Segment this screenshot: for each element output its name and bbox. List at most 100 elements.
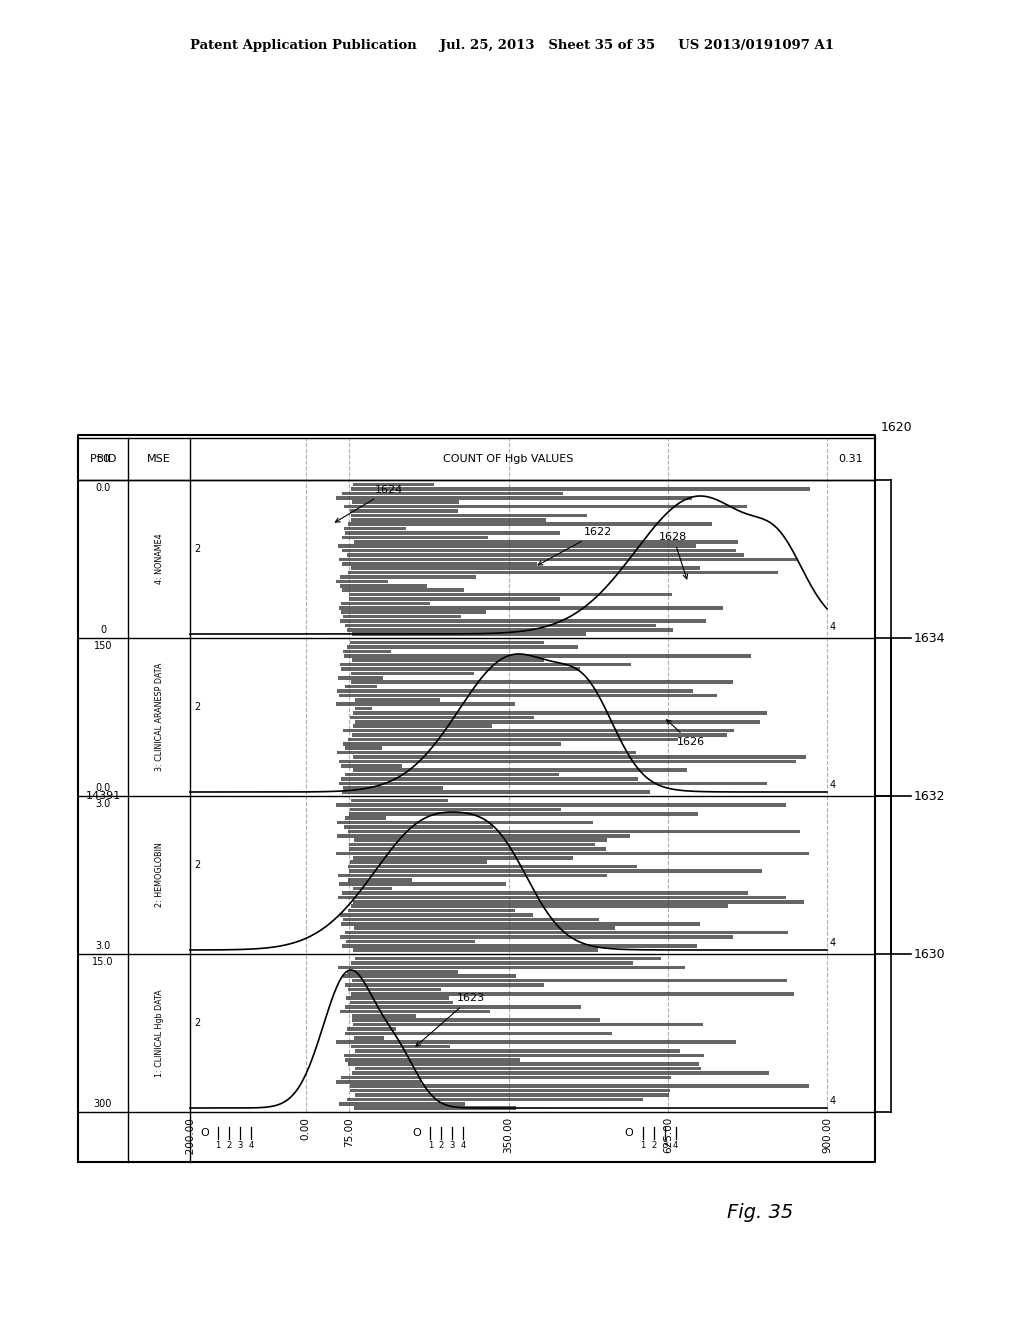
Text: MSE: MSE — [147, 454, 171, 465]
Text: 30: 30 — [96, 454, 110, 465]
Bar — [339, 781, 767, 785]
Text: 1: 1 — [215, 1140, 220, 1150]
Text: Patent Application Publication     Jul. 25, 2013   Sheet 35 of 35     US 2013/01: Patent Application Publication Jul. 25, … — [190, 38, 834, 51]
Bar — [348, 829, 801, 833]
Text: 3: CLINICAL ARANESP DATA: 3: CLINICAL ARANESP DATA — [155, 663, 164, 771]
Bar — [341, 667, 581, 671]
Bar — [355, 957, 660, 961]
Bar — [336, 1040, 736, 1044]
Bar — [342, 549, 736, 552]
Bar — [350, 1089, 670, 1093]
Bar — [355, 1049, 680, 1053]
Text: 0.0: 0.0 — [95, 783, 111, 793]
Bar — [345, 623, 656, 627]
Text: 0: 0 — [100, 624, 106, 635]
Text: 1624: 1624 — [335, 484, 403, 523]
Bar — [343, 974, 516, 978]
Bar — [339, 882, 506, 886]
Bar — [341, 921, 700, 925]
Text: O: O — [413, 1129, 421, 1138]
Bar — [347, 738, 678, 742]
Text: 1634: 1634 — [914, 631, 945, 644]
Bar — [338, 544, 696, 548]
Text: 2: 2 — [438, 1140, 444, 1150]
Bar — [345, 746, 382, 750]
Text: 1626: 1626 — [667, 719, 705, 747]
Text: 3: 3 — [450, 1140, 455, 1150]
Bar — [353, 483, 434, 486]
Bar — [352, 900, 804, 904]
Bar — [340, 1010, 490, 1014]
Bar — [340, 913, 534, 917]
Text: 0.31: 0.31 — [839, 454, 863, 465]
Bar — [344, 527, 407, 531]
Bar — [344, 825, 493, 829]
Bar — [347, 553, 744, 557]
Bar — [354, 1093, 670, 1097]
Bar — [337, 821, 593, 825]
Text: 2: 2 — [194, 861, 201, 870]
Text: 4: NONAME4: 4: NONAME4 — [155, 533, 164, 585]
Bar — [354, 1067, 701, 1071]
Bar — [351, 513, 587, 517]
Bar — [349, 812, 698, 816]
Bar — [348, 847, 606, 851]
Bar — [346, 997, 449, 1001]
Bar — [342, 491, 563, 495]
Bar — [351, 904, 728, 908]
Bar — [350, 510, 459, 512]
Bar — [351, 566, 700, 570]
Bar — [345, 816, 386, 820]
Text: 1628: 1628 — [659, 532, 687, 579]
Bar — [336, 496, 692, 499]
Bar — [354, 540, 737, 544]
Bar — [352, 979, 786, 982]
Text: 4: 4 — [830, 1096, 837, 1106]
Bar — [339, 606, 723, 610]
Text: 1620: 1620 — [881, 421, 912, 434]
Bar — [349, 869, 762, 873]
Text: 1630: 1630 — [914, 948, 945, 961]
Text: 0.0: 0.0 — [95, 483, 111, 492]
Bar — [349, 597, 560, 601]
Bar — [351, 680, 733, 684]
Bar — [336, 702, 515, 706]
Bar — [352, 733, 727, 737]
Bar — [352, 755, 807, 759]
Bar — [344, 653, 751, 657]
Text: 350.00: 350.00 — [504, 1117, 513, 1154]
Bar — [340, 935, 733, 939]
Bar — [342, 791, 650, 795]
Text: Pt ID: Pt ID — [90, 454, 116, 465]
Bar — [351, 993, 795, 995]
Bar — [353, 855, 573, 859]
Text: 0.00: 0.00 — [301, 1117, 311, 1140]
Bar — [350, 640, 545, 644]
Bar — [348, 878, 412, 882]
Text: 1: 1 — [428, 1140, 433, 1150]
Bar — [338, 966, 685, 969]
Text: O: O — [200, 1129, 209, 1138]
Bar — [350, 715, 535, 719]
Bar — [344, 1053, 705, 1057]
Bar — [349, 1001, 454, 1005]
Bar — [336, 803, 785, 807]
Bar — [340, 663, 631, 667]
Bar — [350, 1085, 809, 1088]
Bar — [352, 659, 545, 663]
Bar — [348, 987, 440, 991]
Bar — [345, 983, 544, 987]
Bar — [337, 751, 636, 755]
Text: Fig. 35: Fig. 35 — [727, 1203, 794, 1221]
Bar — [353, 887, 392, 891]
Text: -200.00: -200.00 — [185, 1117, 195, 1156]
Bar — [351, 1045, 451, 1048]
Bar — [347, 628, 673, 631]
Bar — [350, 672, 474, 676]
Bar — [345, 685, 377, 689]
Bar — [351, 961, 633, 965]
Bar — [345, 1032, 611, 1035]
Bar — [355, 719, 760, 723]
Bar — [347, 523, 712, 525]
Text: 2: 2 — [194, 544, 201, 554]
